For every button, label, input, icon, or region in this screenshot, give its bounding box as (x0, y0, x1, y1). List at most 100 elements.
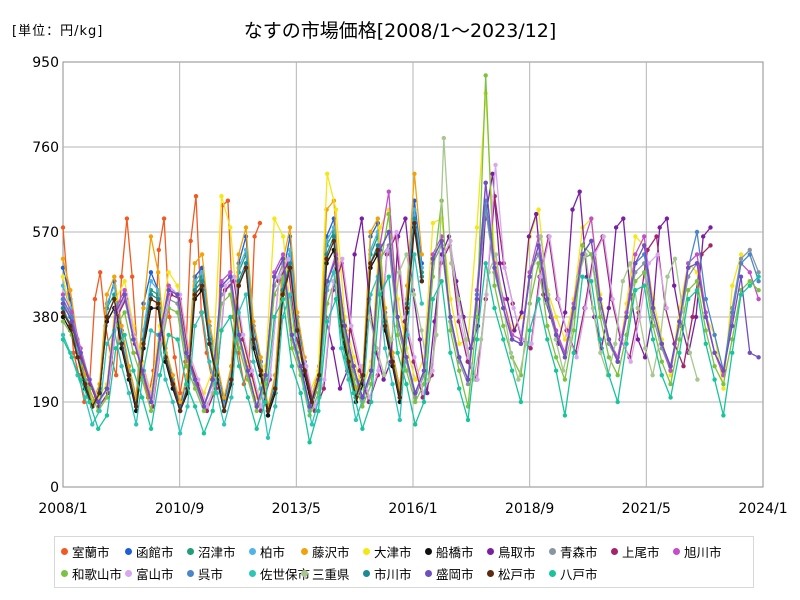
data-point (448, 314, 453, 320)
data-point (635, 337, 641, 342)
legend-label: 沼津市 (198, 545, 236, 560)
legend-item: 旭川市 (673, 542, 722, 561)
data-point (265, 435, 271, 440)
data-point (448, 328, 453, 333)
data-point (177, 408, 183, 414)
data-point (536, 243, 541, 248)
legend-item: 三重県 (301, 564, 350, 583)
data-point (201, 431, 207, 436)
data-point (287, 225, 293, 230)
data-point (419, 279, 424, 284)
legend-item: 青森市 (549, 542, 598, 561)
data-point (131, 368, 136, 373)
data-point (60, 310, 66, 315)
data-point (545, 323, 550, 329)
data-point (695, 377, 700, 382)
data-point (509, 368, 515, 373)
data-point (497, 261, 502, 266)
legend-item: 盛岡市 (425, 564, 474, 583)
data-point (395, 350, 400, 355)
data-point (747, 350, 752, 355)
data-point (273, 404, 278, 409)
data-point (122, 279, 127, 284)
data-point (430, 368, 435, 373)
data-point (250, 368, 255, 373)
data-point (223, 283, 228, 288)
data-point (254, 426, 259, 431)
data-point (606, 355, 612, 360)
chart-title: なすの市場価格[2008/1〜2023/12] (243, 20, 557, 42)
data-point (465, 377, 471, 382)
data-point (92, 296, 98, 302)
data-point (545, 337, 550, 342)
data-point (69, 319, 75, 324)
legend-label: 藤沢市 (312, 545, 350, 560)
data-point (382, 323, 388, 329)
data-point (756, 279, 761, 284)
data-point (412, 171, 417, 176)
data-point (236, 332, 242, 338)
data-point (254, 404, 259, 409)
data-point (413, 422, 418, 427)
legend-marker (611, 548, 618, 555)
data-point (475, 377, 480, 382)
data-point (210, 377, 215, 382)
data-point (104, 413, 110, 418)
data-point (199, 252, 205, 257)
data-point (337, 386, 343, 391)
data-point (60, 332, 66, 338)
data-point (60, 296, 66, 302)
data-point (553, 355, 559, 360)
data-point (568, 337, 573, 342)
legend-label: 青森市 (560, 545, 598, 560)
data-point (382, 373, 387, 378)
data-point (677, 319, 682, 324)
data-point (756, 296, 761, 302)
data-point (412, 207, 417, 212)
data-point (167, 314, 172, 320)
data-point (119, 341, 124, 346)
data-point (642, 355, 648, 360)
legend-item: 柏市 (249, 542, 285, 561)
data-point (375, 243, 380, 248)
data-point (690, 314, 695, 320)
data-point (536, 296, 541, 302)
y-tick-label: 380 (32, 310, 59, 326)
data-point (613, 341, 618, 346)
data-point (104, 341, 110, 346)
legend-item: 富山市 (125, 564, 174, 583)
data-point (87, 386, 92, 391)
data-point (457, 341, 462, 346)
data-point (369, 368, 374, 373)
data-point (352, 252, 357, 257)
data-point (694, 288, 700, 293)
data-point (236, 364, 242, 369)
data-point (430, 296, 435, 302)
data-point (615, 373, 620, 378)
data-point (490, 171, 495, 176)
legend-item: 上尾市 (611, 542, 660, 561)
data-point (221, 408, 227, 414)
data-point (175, 292, 180, 297)
data-point (68, 288, 73, 293)
legend-label: 鳥取市 (498, 545, 536, 560)
data-point (265, 408, 271, 414)
data-point (245, 368, 251, 373)
legend-marker (363, 548, 370, 555)
series-八戸市 (60, 261, 761, 445)
legend-label: 和歌山市 (72, 567, 123, 582)
data-point (304, 364, 309, 369)
data-point (148, 270, 154, 275)
data-point (633, 234, 638, 239)
legend-label: 富山市 (136, 567, 174, 582)
legend-marker (249, 570, 256, 577)
data-point (134, 404, 139, 409)
data-point (199, 270, 205, 275)
data-point (351, 390, 356, 396)
data-point (385, 247, 390, 253)
data-point (122, 310, 127, 315)
data-point (141, 305, 146, 311)
data-point (730, 283, 735, 288)
data-point (251, 337, 256, 342)
data-point (672, 256, 678, 261)
